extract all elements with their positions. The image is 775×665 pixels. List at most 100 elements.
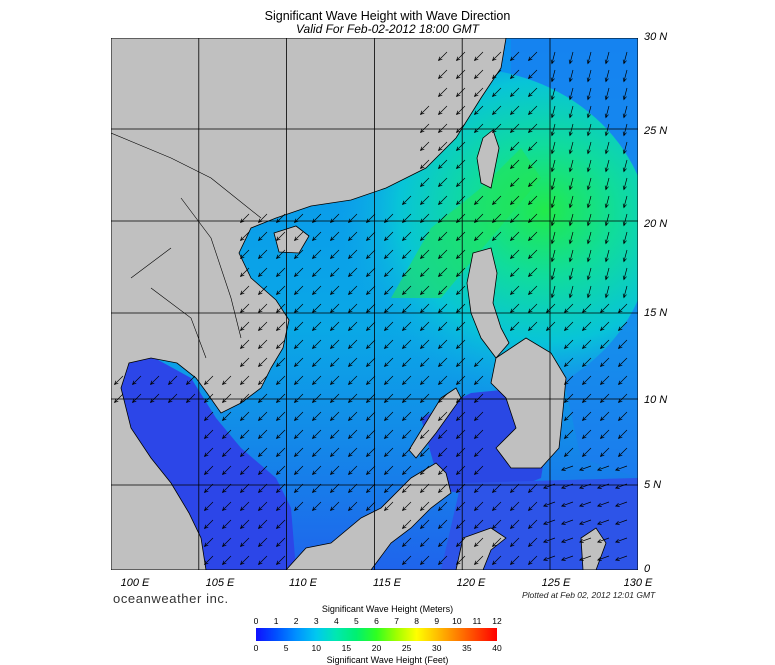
wave-arrow [419,213,430,224]
wave-arrow [365,213,376,224]
wave-arrow [473,123,484,134]
wave-arrow [419,195,430,206]
wave-arrow [293,483,304,494]
wave-arrow [437,105,448,116]
wave-arrow [617,429,628,440]
wave-arrow [383,357,394,368]
wave-arrow [622,249,628,263]
wave-arrow [365,429,376,440]
wave-arrow [221,411,232,422]
map-subtitle: Valid For Feb-02-2012 18:00 GMT [296,22,479,36]
wave-arrow [401,519,412,530]
wave-arrow [568,51,574,65]
wave-arrow [455,321,466,332]
wave-arrow [581,393,592,404]
wave-arrow [455,411,466,422]
wave-arrow [419,123,430,134]
wave-arrow [203,375,214,386]
lat-label-20n: 20 N [644,218,668,230]
wave-arrow [383,249,394,260]
wave-arrow [509,159,520,170]
wave-arrow [347,285,358,296]
wave-arrow [293,231,304,242]
wave-arrow [622,105,628,119]
wave-arrow [203,411,214,422]
wave-arrow [365,483,376,494]
wave-arrow [622,159,628,173]
wave-arrow [437,537,448,548]
wave-arrow [365,321,376,332]
wave-arrow [401,357,412,368]
wave-arrow [455,537,466,548]
wave-arrow [581,339,592,350]
wave-arrow [437,141,448,152]
wave-arrow [203,555,214,566]
wave-arrow [311,375,322,386]
wave-arrow [401,375,412,386]
wave-arrow [401,303,412,314]
wave-arrow [401,285,412,296]
wave-arrow [509,519,520,530]
wave-arrow [311,429,322,440]
wave-arrow [455,375,466,386]
wave-arrow [383,429,394,440]
wave-arrow [275,465,286,476]
wave-arrow [113,393,124,404]
wave-arrow [437,303,448,314]
wave-arrow [239,321,250,332]
wave-arrow [311,267,322,278]
wave-arrow [542,501,556,507]
wave-arrow [383,465,394,476]
wave-arrow [473,69,484,80]
wave-arrow [509,177,520,188]
wave-arrow [560,537,574,543]
wave-arrow [568,195,574,209]
wave-arrow [560,519,574,525]
wave-arrow [455,123,466,134]
wave-arrow [329,483,340,494]
wave-arrow [509,537,520,548]
lon-label-115e: 115 E [373,577,401,589]
feet-tick: 35 [462,643,472,653]
wave-arrow [604,249,610,263]
wave-arrow [614,537,628,543]
wave-arrow [527,267,538,278]
wave-arrow [419,555,430,566]
wave-arrow [347,501,358,512]
wave-arrow [617,447,628,458]
wave-arrow [614,501,628,507]
wave-arrow [617,339,628,350]
plotted-timestamp: Plotted at Feb 02, 2012 12:01 GMT [522,590,656,600]
wave-arrow [383,285,394,296]
wave-arrow [293,285,304,296]
wave-arrow [383,339,394,350]
wave-arrow [604,177,610,191]
wave-arrow [568,123,574,137]
wave-arrow [311,249,322,260]
wave-arrow [401,213,412,224]
wave-arrow [365,465,376,476]
wave-arrow [527,51,538,62]
wave-arrow [491,555,502,566]
wave-arrow [491,231,502,242]
wave-arrow [293,357,304,368]
wave-arrow [550,177,556,191]
wave-arrow [527,141,538,152]
wave-arrow [617,375,628,386]
wave-arrow [437,231,448,242]
wave-arrow [491,69,502,80]
wave-arrow [383,213,394,224]
wave-arrow [509,321,520,332]
wave-arrow [239,501,250,512]
wave-arrow [509,267,520,278]
wave-arrow [221,393,232,404]
wave-arrow [599,303,610,314]
wave-arrow [563,429,574,440]
wave-arrow [419,321,430,332]
wave-arrow [437,213,448,224]
wave-arrow [473,87,484,98]
wave-arrow [329,285,340,296]
wave-arrow [239,285,250,296]
wave-arrow [473,375,484,386]
wave-arrow [257,411,268,422]
